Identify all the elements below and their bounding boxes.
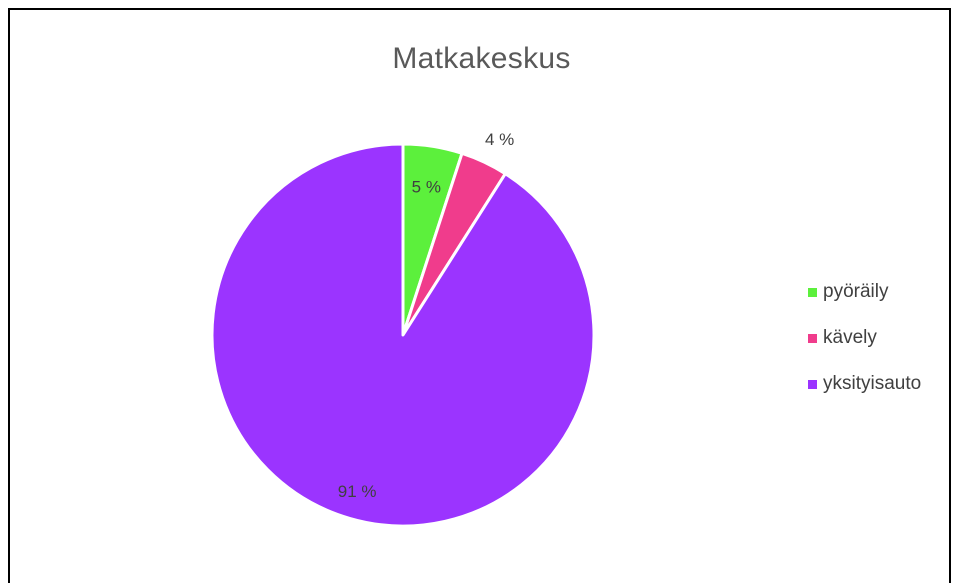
legend-swatch-kavely	[808, 333, 817, 343]
legend-item-kavely: kävely	[808, 327, 921, 349]
pie-chart: 5 % 4 % 91 %	[210, 130, 596, 528]
legend-label-pyoraily: pyöräily	[823, 281, 889, 302]
legend-item-pyoraily: pyöräily	[808, 281, 921, 303]
pie-label-pyoraily: 5 %	[412, 177, 441, 196]
chart-title: Matkakeskus	[392, 42, 571, 75]
pie-slice-yksityisauto	[210, 142, 596, 528]
legend-swatch-yksityisauto	[808, 379, 817, 389]
legend-item-yksityisauto: yksityisauto	[808, 373, 921, 395]
chart-frame: Matkakeskus 5 % 4 % 91 % pyöräily kävely y…	[8, 8, 951, 583]
legend-swatch-pyoraily	[808, 287, 817, 297]
pie-label-yksityisauto: 91 %	[338, 482, 377, 501]
pie-label-kavely: 4 %	[485, 130, 514, 149]
legend-label-yksityisauto: yksityisauto	[823, 373, 922, 394]
chart-legend: pyöräily kävely yksityisauto	[808, 281, 921, 419]
legend-label-kavely: kävely	[823, 327, 877, 348]
